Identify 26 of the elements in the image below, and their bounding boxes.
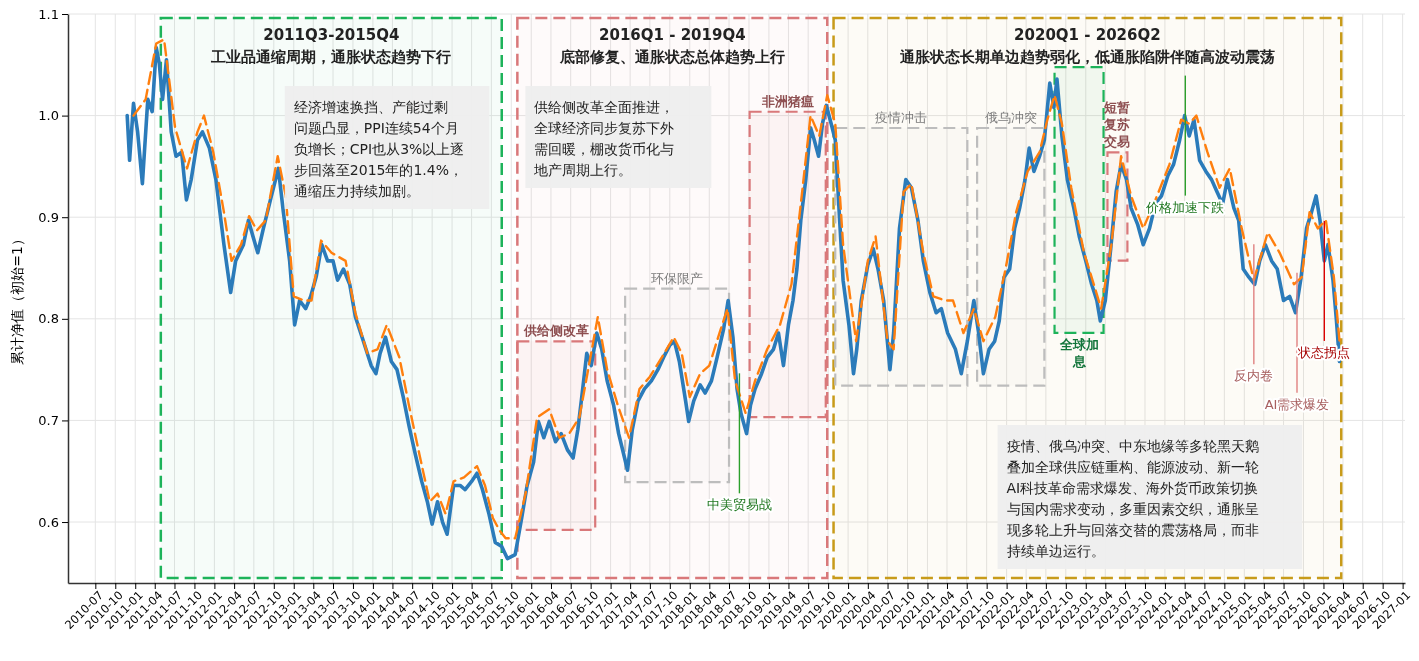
- ref-line-label: AI需求爆发: [1264, 396, 1330, 412]
- band-label: 供给侧改革: [522, 323, 589, 339]
- note-box: 疫情、俄乌冲突、中东地缘等多轮黑天鹅叠加全球供应链重构、能源波动、新一轮AI科技革命需求爆发、海外货币政策切换与国内需求变动，多重因素交织，通胀呈现多轮上升与回落交替的震荡格局，而非持续单边运行。: [997, 425, 1303, 569]
- band-label: 非洲猪瘟: [760, 93, 814, 109]
- y-tick-label: 0.9: [38, 209, 59, 225]
- y-tick-label: 0.7: [38, 413, 59, 429]
- band-label: 短暂复苏交易: [1103, 100, 1131, 150]
- note-box: 供给侧改革全面推进，全球经济同步复苏下外需回暖，棚改货币化与地产周期上行。: [525, 86, 712, 188]
- band-label: 环保限产: [651, 270, 704, 286]
- ref-line-label: 中美贸易战: [706, 497, 772, 513]
- y-tick-label: 1.1: [38, 6, 59, 22]
- band-label: 2020Q1 - 2026Q2 通胀状态长期单边趋势弱化，低通胀陷阱伴随高波动震荡: [898, 26, 1275, 66]
- band-label: 俄乌冲突: [984, 109, 1037, 125]
- band-label: 疫情冲击: [875, 109, 928, 125]
- y-tick-label: 1.0: [38, 108, 59, 124]
- annotation: 供给侧改革全面推进，全球经济同步复苏下外需回暖，棚改货币化与地产周期上行。: [533, 98, 675, 178]
- band-label: 全球加息: [1058, 336, 1099, 369]
- ref-line-label: 反内卷: [1234, 368, 1274, 384]
- annotation: 经济增速换挡、产能过剩问题凸显，PPI连续54个月负增长；CPI也从3%以上逐步回落至2015年的1.4%，通缩压力持续加剧。: [293, 98, 465, 199]
- note-box: 经济增速换挡、产能过剩问题凸显，PPI连续54个月负增长；CPI也从3%以上逐步回落至2015年的1.4%，通缩压力持续加剧。: [284, 86, 490, 209]
- band-label: 2016Q1 - 2019Q4 底部修复、通胀状态总体趋势上行: [558, 26, 785, 66]
- annotation: 疫情、俄乌冲突、中东地缘等多轮黑天鹅叠加全球供应链重构、能源波动、新一轮AI科技革命需求爆发、海外货币政策切换与国内需求变动，多重因素交织，通胀呈现多轮上升与回落交替的震荡格局，而非持续单边运行。: [1006, 437, 1259, 559]
- y-tick-label: 0.8: [38, 311, 59, 327]
- y-axis-title: 累计净值（初始=1）: [9, 232, 25, 365]
- band-label: 2011Q3-2015Q4 工业品通缩周期，通胀状态趋势下行: [210, 26, 452, 66]
- y-tick-label: 0.6: [38, 514, 59, 530]
